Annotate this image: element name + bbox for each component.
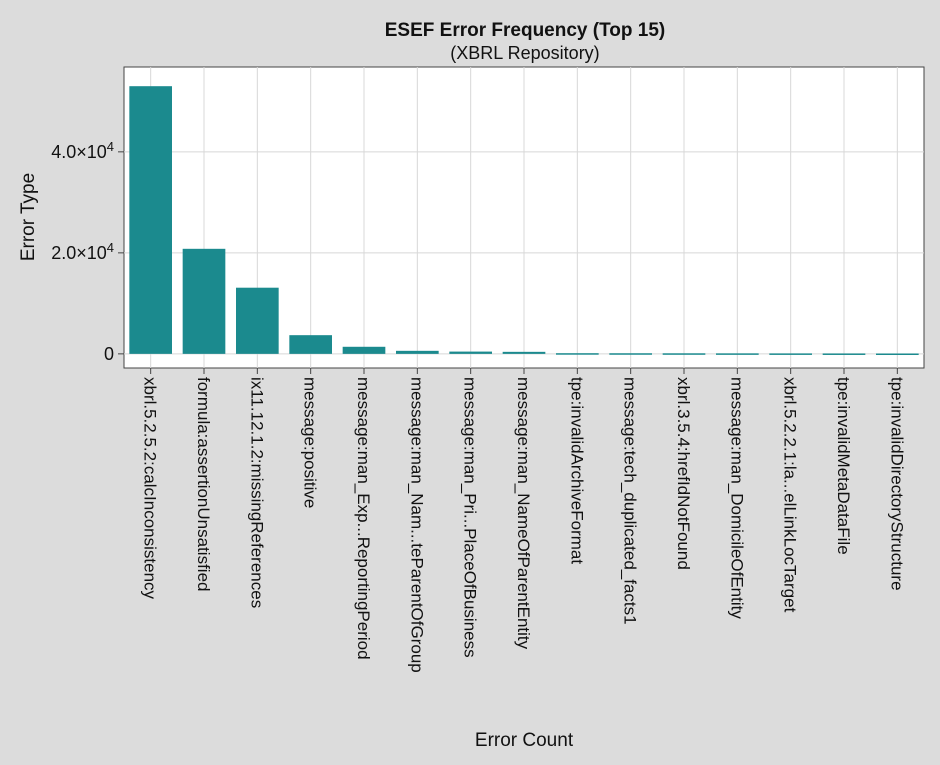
bar (502, 351, 546, 354)
bar (769, 353, 812, 355)
bar (236, 287, 279, 354)
x-tick-label: tpe:invalidDirectoryStructure (887, 377, 906, 591)
x-tick-label: xbrl.5.2.2.1:la...elLinkLocTarget (781, 377, 800, 613)
x-tick-label: formula:assertionUnsatisfied (194, 377, 213, 591)
x-tick-label: xbrl.5.2.5.2:calcInconsistency (141, 377, 160, 600)
bar (396, 350, 439, 354)
x-tick-label: message:positive (301, 377, 320, 508)
bar (289, 335, 332, 354)
bar (182, 248, 226, 354)
x-axis-label: Error Count (475, 730, 574, 751)
x-tick-label: message:tech_duplicated_facts1 (621, 377, 640, 625)
bar (822, 353, 866, 355)
y-axis-ticks: 0 2.0×104 4.0×104 (51, 139, 124, 364)
bar (342, 346, 386, 354)
bar (449, 351, 492, 354)
y-axis-label: Error Type (18, 173, 39, 261)
x-axis-ticks: xbrl.5.2.5.2:calcInconsistency formula:as… (141, 368, 906, 673)
x-tick-label: tpe:invalidArchiveFormat (567, 377, 586, 564)
x-tick-label: xbrl.3.5.4:hrefIdNotFound (674, 377, 693, 570)
x-tick-label: ix11.12.1.2:missingReferences (247, 377, 266, 608)
x-tick-label: message:man_Pri...PlaceOfBusiness (461, 377, 480, 658)
bar (662, 353, 706, 355)
chart-subtitle: (XBRL Repository) (450, 43, 599, 63)
y-tick-label: 4.0×104 (51, 139, 114, 162)
bar (609, 353, 652, 355)
bar (876, 353, 919, 356)
x-tick-label: message:man_Exp...ReportingPeriod (354, 377, 373, 660)
bar (556, 353, 599, 355)
x-tick-label: tpe:invalidMetaDataFile (834, 377, 853, 555)
x-tick-label: message:man_NameOfParentEntity (514, 377, 533, 650)
bars (129, 86, 919, 356)
x-tick-label: message:man_Nam...teParentOfGroup (407, 377, 426, 673)
y-tick-label: 2.0×104 (51, 240, 114, 263)
y-tick-label: 0 (104, 344, 114, 364)
chart-title: ESEF Error Frequency (Top 15) (385, 20, 665, 41)
bar (716, 353, 759, 355)
bar (129, 86, 172, 354)
x-tick-label: message:man_DomicileOfEntity (727, 377, 746, 619)
